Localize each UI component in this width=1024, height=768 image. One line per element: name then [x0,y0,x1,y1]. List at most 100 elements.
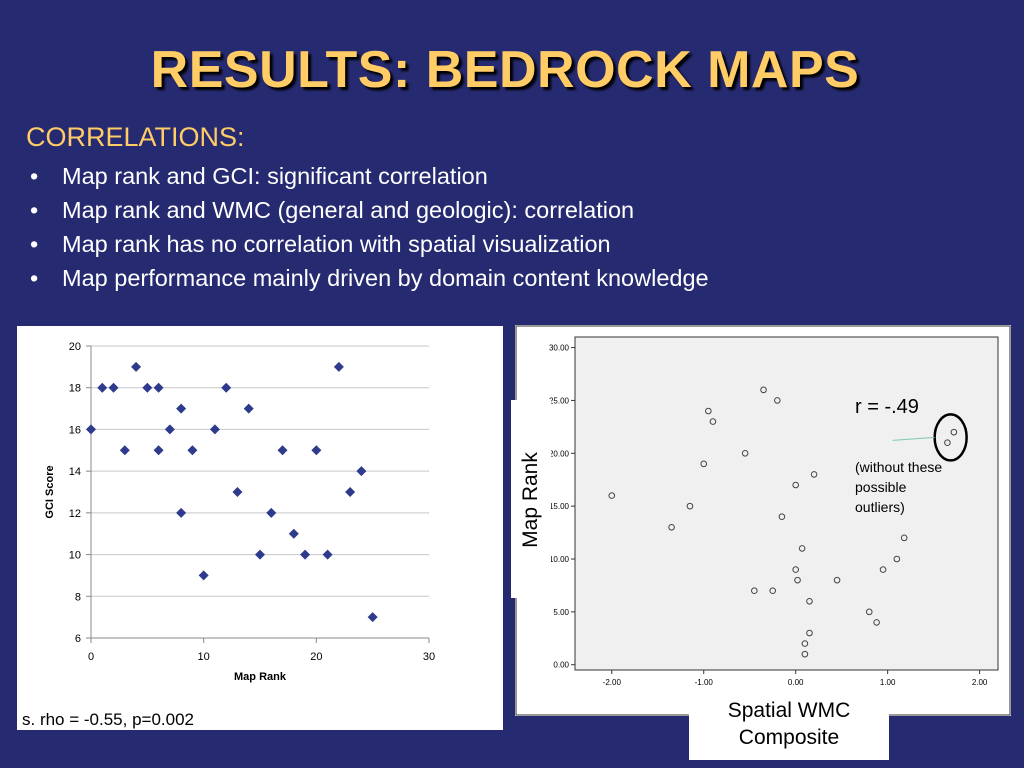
data-point [879,566,887,573]
pointer-line [892,436,935,441]
data-point [778,513,786,521]
data-point [97,382,108,393]
y-tick-label: 15.00 [549,502,570,511]
bullet-list: • Map rank and GCI: significant correlati… [26,160,709,296]
data-point [950,428,958,436]
correlations-heading: CORRELATIONS: [26,122,245,152]
data-point [893,555,901,563]
plot-area [574,336,999,671]
data-point [300,549,311,560]
data-point [833,576,841,584]
data-point [322,549,333,560]
bullet-text: Map rank and WMC (general and geologic):… [62,197,635,223]
bullet-item: • Map rank and GCI: significant correlati… [26,160,709,194]
right-x-axis-label-line: Spatial WMC [727,699,851,722]
data-point [356,466,367,477]
outlier-note: (without these possible outliers) [855,457,942,517]
data-point [119,445,130,456]
data-point [806,629,813,637]
data-point [187,445,198,456]
data-point [668,523,675,531]
data-point [221,382,232,393]
y-tick-label: 20.00 [549,449,570,458]
bullet-text: Map rank has no correlation with spatial… [62,231,611,257]
bullet-item: • Map performance mainly driven by domain… [26,262,709,296]
y-tick-label: 5.00 [553,608,569,617]
bullet-text: Map performance mainly driven by domain … [62,265,709,291]
data-point [153,382,164,393]
y-tick-label: 25.00 [549,396,570,405]
data-point [792,566,799,573]
y-tick-label: 10 [69,550,81,562]
data-point [266,507,277,518]
data-point [367,612,378,623]
data-point [873,619,880,626]
x-axis-label: Map Rank [234,671,287,683]
bullet-text: Map rank and GCI: significant correlatio… [62,163,488,189]
y-label-box [511,400,551,598]
y-tick-label: 0.00 [553,661,569,670]
y-tick-label: 6 [75,633,81,645]
y-tick-label: 8 [75,591,81,603]
x-tick-label: 1.00 [880,678,896,687]
data-point [311,445,322,456]
data-point [86,424,96,435]
data-point [608,492,616,499]
bullet-dot: • [30,163,39,189]
data-point [232,487,243,497]
bullet-item: • Map rank and WMC (general and geologic)… [26,194,709,228]
y-tick-label: 14 [69,466,81,478]
data-point [345,487,356,497]
y-tick-label: 30.00 [549,344,570,353]
data-point [801,640,809,647]
note-line: possible [855,479,907,495]
x-tick-label: -2.00 [603,678,622,687]
wmc-scatter-chart: 0.00 5.00 10.00 15.00 20.00 25.00 30.00 -2.00 -1… [515,325,1011,716]
data-point [131,361,142,372]
x-tick-label: -1.00 [695,678,714,687]
x-label-box: Spatial WMC Composite [689,692,889,760]
y-axis-label: GCI Score [44,465,56,518]
data-point [865,608,873,616]
data-point [798,545,806,552]
wmc-chart-panel: 0.00 5.00 10.00 15.00 20.00 25.00 30.00 -2.00 -1… [515,325,1011,716]
bullet-dot: • [30,265,39,291]
data-point [142,382,153,393]
data-point [760,386,767,394]
data-point [806,597,813,605]
rho-statistic: s. rho = -0.55, p=0.002 [22,710,195,729]
right-y-axis-label: Map Rank [519,452,542,548]
data-point [751,587,758,595]
data-point [176,507,187,518]
data-point [900,534,908,542]
y-tick-label: 20 [69,341,81,353]
right-x-axis-label-line: Composite [738,726,840,749]
gci-scatter-chart: 6 8 10 12 14 16 18 20 0 10 20 30 Map Rank GCI Score [44,341,435,683]
bullet-dot: • [30,231,39,257]
y-tick-label: 18 [69,383,81,395]
x-tick-label: 20 [310,651,322,663]
data-point [810,471,818,478]
y-tick-label: 12 [69,508,81,520]
data-point [741,449,749,457]
data-point [164,424,175,435]
x-tick-label: 0 [88,651,94,663]
x-tick-label: 0.00 [788,678,804,687]
data-point [153,445,164,456]
x-tick-label: 10 [198,651,210,663]
y-tick-label: 10.00 [549,555,570,564]
bullet-dot: • [30,197,39,223]
data-point [769,587,777,595]
y-tick-label: 16 [69,424,81,436]
data-point [176,403,187,414]
data-point [801,650,809,658]
data-point [198,570,209,581]
x-tick-label: 2.00 [972,678,988,687]
note-line: outliers) [855,499,905,515]
data-point [709,418,717,425]
data-point [333,361,344,372]
bullet-item: • Map rank has no correlation with spatia… [26,228,709,262]
data-point [288,528,299,539]
data-point [794,576,801,584]
data-point [686,502,694,510]
